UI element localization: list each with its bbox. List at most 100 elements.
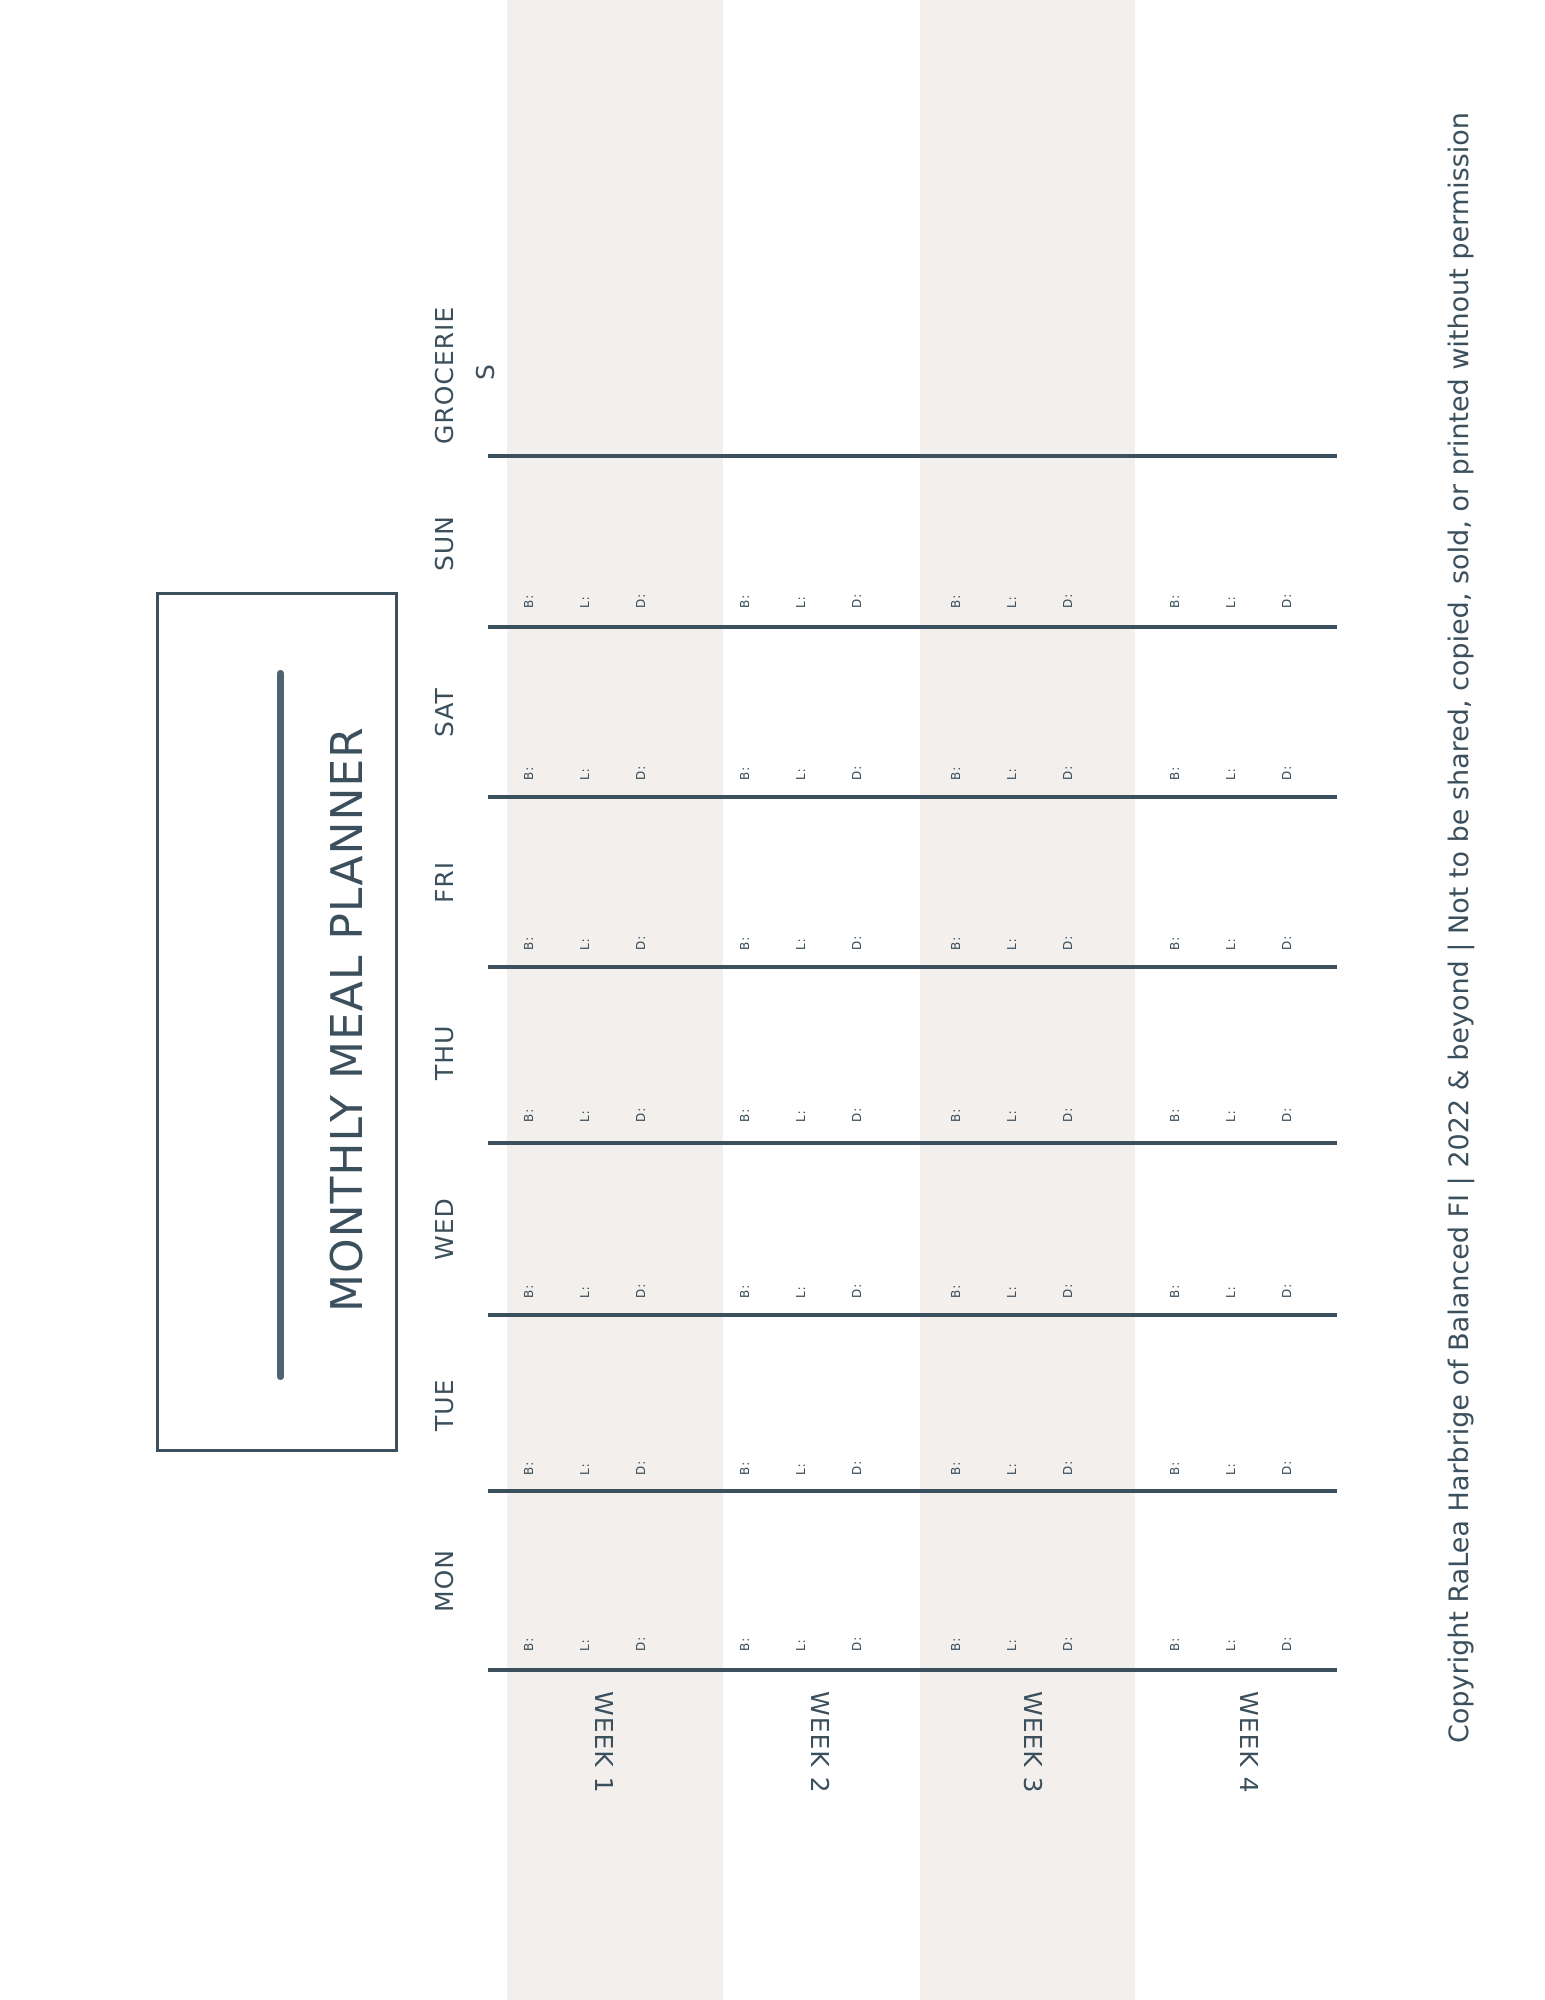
meal-slot-label: D: — [1280, 934, 1294, 950]
meal-slot-label: L: — [1005, 1462, 1019, 1475]
meal-slot-label: B: — [949, 1460, 963, 1475]
week-3-band — [920, 0, 1135, 2000]
week-label-2: WEEK 2 — [805, 1690, 834, 1794]
meal-slot-label: D: — [634, 764, 648, 780]
meal-slot-label: L: — [1005, 937, 1019, 950]
meal-slot-label: B: — [1168, 1460, 1182, 1475]
meal-slot-label: L: — [794, 1285, 808, 1298]
week-1-band — [507, 0, 723, 2000]
meal-slot-label: B: — [738, 593, 752, 608]
day-separator-line — [488, 1141, 1337, 1145]
meal-slot-label: L: — [794, 1109, 808, 1122]
meal-slot-label: L: — [1005, 1638, 1019, 1651]
day-separator-line — [488, 454, 1337, 458]
meal-slot-label: L: — [794, 937, 808, 950]
meal-slot-label: B: — [738, 1107, 752, 1122]
day-separator-line — [488, 625, 1337, 629]
title-underline — [277, 670, 284, 1380]
meal-slot-label: B: — [949, 1636, 963, 1651]
page-title: MONTHLY MEAL PLANNER — [322, 726, 373, 1312]
meal-slot-label: L: — [1224, 1638, 1238, 1651]
meal-slot-label: L: — [794, 1462, 808, 1475]
day-separator-line — [488, 965, 1337, 969]
meal-slot-label: B: — [738, 765, 752, 780]
day-label-sun: SUN — [430, 515, 459, 571]
meal-slot-label: B: — [522, 1283, 536, 1298]
meal-slot-label: D: — [1061, 1635, 1075, 1651]
day-separator-line — [488, 1489, 1337, 1493]
meal-slot-label: L: — [578, 595, 592, 608]
meal-slot-label: D: — [1280, 764, 1294, 780]
meal-slot-label: L: — [578, 937, 592, 950]
meal-slot-label: L: — [794, 767, 808, 780]
meal-slot-label: B: — [522, 935, 536, 950]
meal-slot-label: L: — [578, 1109, 592, 1122]
meal-slot-label: D: — [634, 592, 648, 608]
meal-slot-label: D: — [1280, 592, 1294, 608]
week-label-1: WEEK 1 — [589, 1690, 618, 1794]
day-separator-line — [488, 1668, 1337, 1672]
meal-slot-label: D: — [1280, 1635, 1294, 1651]
meal-slot-label: L: — [1224, 1109, 1238, 1122]
meal-slot-label: L: — [578, 1638, 592, 1651]
meal-slot-label: B: — [738, 1460, 752, 1475]
meal-slot-label: D: — [850, 1459, 864, 1475]
meal-slot-label: D: — [634, 1282, 648, 1298]
meal-slot-label: B: — [522, 1107, 536, 1122]
meal-slot-label: B: — [949, 935, 963, 950]
meal-slot-label: D: — [634, 1459, 648, 1475]
meal-slot-label: D: — [850, 1635, 864, 1651]
day-label-sat: SAT — [430, 687, 459, 737]
meal-slot-label: L: — [578, 767, 592, 780]
day-label-tue: TUE — [430, 1378, 459, 1431]
meal-slot-label: D: — [850, 934, 864, 950]
day-separator-line — [488, 795, 1337, 799]
day-label-wed: WED — [430, 1196, 459, 1260]
meal-slot-label: D: — [1061, 764, 1075, 780]
meal-slot-label: B: — [1168, 765, 1182, 780]
meal-slot-label: B: — [949, 1283, 963, 1298]
meal-slot-label: D: — [634, 1106, 648, 1122]
copyright-notice: Copyright RaLea Harbrige of Balanced FI … — [1444, 112, 1475, 1743]
meal-slot-label: B: — [522, 1460, 536, 1475]
meal-slot-label: B: — [1168, 935, 1182, 950]
meal-slot-label: D: — [1061, 934, 1075, 950]
meal-slot-label: L: — [794, 595, 808, 608]
meal-slot-label: B: — [522, 765, 536, 780]
meal-slot-label: D: — [1061, 1459, 1075, 1475]
meal-slot-label: L: — [1005, 1285, 1019, 1298]
meal-slot-label: D: — [1061, 1106, 1075, 1122]
meal-slot-label: D: — [850, 592, 864, 608]
meal-slot-label: B: — [1168, 593, 1182, 608]
meal-slot-label: B: — [738, 935, 752, 950]
meal-slot-label: D: — [1280, 1106, 1294, 1122]
meal-slot-label: D: — [1061, 1282, 1075, 1298]
meal-slot-label: D: — [1061, 592, 1075, 608]
meal-slot-label: L: — [1005, 595, 1019, 608]
meal-slot-label: D: — [850, 1106, 864, 1122]
day-label-mon: MON — [430, 1548, 459, 1612]
meal-slot-label: B: — [738, 1283, 752, 1298]
meal-slot-label: L: — [1224, 1285, 1238, 1298]
meal-slot-label: L: — [578, 1462, 592, 1475]
meal-slot-label: L: — [1005, 1109, 1019, 1122]
meal-slot-label: D: — [1280, 1459, 1294, 1475]
day-label-fri: FRI — [430, 860, 459, 903]
meal-slot-label: D: — [634, 934, 648, 950]
title-box — [156, 592, 398, 1452]
meal-slot-label: L: — [1224, 595, 1238, 608]
day-separator-line — [488, 1313, 1337, 1317]
meal-slot-label: D: — [634, 1635, 648, 1651]
week-label-3: WEEK 3 — [1018, 1690, 1047, 1794]
meal-slot-label: L: — [1224, 1462, 1238, 1475]
meal-slot-label: D: — [850, 764, 864, 780]
groceries-label-line-2: S — [471, 363, 500, 380]
groceries-label-line-1: GROCERIE — [430, 305, 459, 444]
meal-slot-label: L: — [578, 1285, 592, 1298]
meal-slot-label: L: — [1224, 767, 1238, 780]
meal-slot-label: B: — [1168, 1107, 1182, 1122]
day-label-thu: THU — [430, 1024, 459, 1080]
meal-slot-label: D: — [850, 1282, 864, 1298]
week-label-4: WEEK 4 — [1234, 1690, 1263, 1794]
meal-slot-label: L: — [1005, 767, 1019, 780]
